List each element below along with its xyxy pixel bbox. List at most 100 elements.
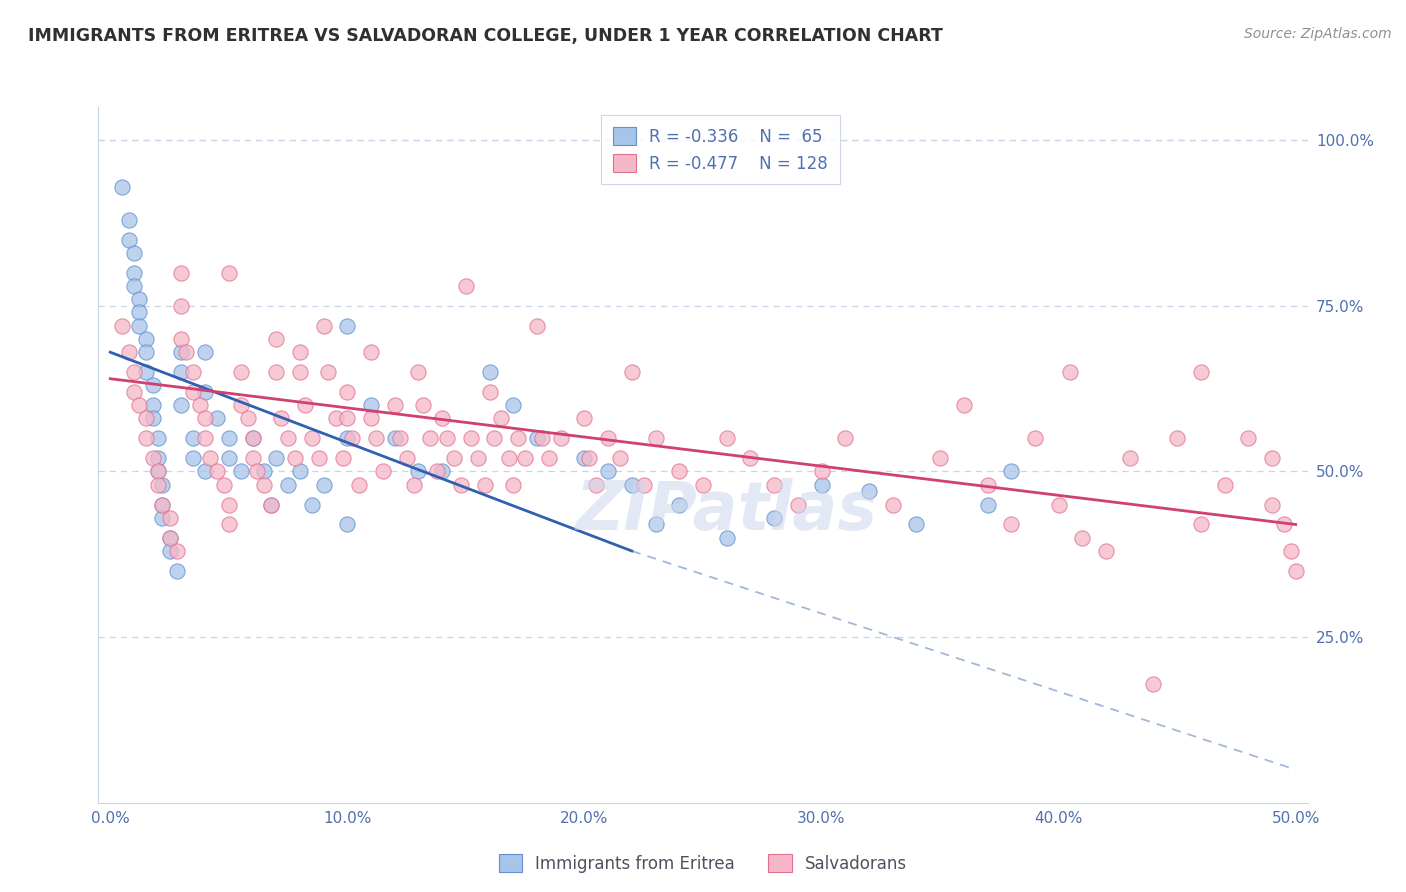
Point bbox=[194, 465, 217, 479]
Point bbox=[236, 411, 259, 425]
Point bbox=[336, 318, 359, 333]
Point bbox=[264, 365, 287, 379]
Point bbox=[159, 531, 181, 545]
Point bbox=[146, 465, 169, 479]
Point bbox=[229, 398, 252, 412]
Point bbox=[502, 477, 524, 491]
Point bbox=[347, 477, 370, 491]
Point bbox=[122, 245, 145, 260]
Point bbox=[474, 477, 496, 491]
Point bbox=[288, 365, 311, 379]
Point bbox=[498, 451, 520, 466]
Point bbox=[270, 411, 292, 425]
Point bbox=[242, 451, 264, 466]
Point bbox=[118, 233, 141, 247]
Point bbox=[550, 431, 572, 445]
Point bbox=[1119, 451, 1142, 466]
Point bbox=[810, 477, 832, 491]
Point bbox=[170, 266, 193, 280]
Point bbox=[152, 498, 174, 512]
Point bbox=[929, 451, 952, 466]
Point bbox=[152, 477, 174, 491]
Point bbox=[976, 498, 998, 512]
Point bbox=[288, 345, 311, 359]
Point bbox=[229, 365, 252, 379]
Point bbox=[181, 384, 204, 399]
Point bbox=[578, 451, 600, 466]
Point bbox=[122, 365, 145, 379]
Point bbox=[118, 212, 141, 227]
Point bbox=[301, 498, 323, 512]
Point bbox=[419, 431, 441, 445]
Point bbox=[454, 279, 477, 293]
Point bbox=[246, 465, 269, 479]
Point bbox=[218, 517, 240, 532]
Point bbox=[190, 398, 212, 412]
Point bbox=[467, 451, 489, 466]
Point bbox=[384, 431, 406, 445]
Point bbox=[450, 477, 472, 491]
Point bbox=[135, 345, 157, 359]
Point bbox=[170, 398, 193, 412]
Point bbox=[1000, 517, 1022, 532]
Point bbox=[716, 431, 738, 445]
Point bbox=[205, 411, 228, 425]
Point bbox=[574, 451, 596, 466]
Point bbox=[692, 477, 714, 491]
Point bbox=[218, 498, 240, 512]
Point bbox=[620, 477, 643, 491]
Point bbox=[515, 451, 537, 466]
Point bbox=[142, 398, 165, 412]
Point bbox=[436, 431, 458, 445]
Point bbox=[360, 411, 382, 425]
Point bbox=[1024, 431, 1046, 445]
Point bbox=[146, 451, 169, 466]
Point bbox=[530, 431, 553, 445]
Point bbox=[170, 365, 193, 379]
Point bbox=[312, 477, 335, 491]
Point bbox=[174, 345, 197, 359]
Point bbox=[609, 451, 631, 466]
Point bbox=[301, 431, 323, 445]
Point bbox=[284, 451, 307, 466]
Point bbox=[128, 398, 150, 412]
Point bbox=[146, 431, 169, 445]
Point bbox=[142, 411, 165, 425]
Point bbox=[478, 365, 501, 379]
Point bbox=[194, 345, 217, 359]
Point bbox=[294, 398, 316, 412]
Point bbox=[170, 299, 193, 313]
Point bbox=[152, 498, 174, 512]
Point bbox=[763, 511, 786, 525]
Point bbox=[882, 498, 904, 512]
Point bbox=[432, 411, 454, 425]
Point bbox=[194, 411, 217, 425]
Point bbox=[170, 332, 193, 346]
Point bbox=[288, 465, 311, 479]
Point bbox=[260, 498, 283, 512]
Point bbox=[408, 365, 430, 379]
Point bbox=[395, 451, 418, 466]
Point bbox=[484, 431, 506, 445]
Point bbox=[644, 517, 666, 532]
Point bbox=[264, 451, 287, 466]
Point bbox=[526, 318, 548, 333]
Point bbox=[111, 318, 134, 333]
Text: IMMIGRANTS FROM ERITREA VS SALVADORAN COLLEGE, UNDER 1 YEAR CORRELATION CHART: IMMIGRANTS FROM ERITREA VS SALVADORAN CO… bbox=[28, 27, 943, 45]
Point bbox=[1279, 544, 1302, 558]
Point bbox=[135, 332, 157, 346]
Point bbox=[763, 477, 786, 491]
Point bbox=[277, 477, 299, 491]
Point bbox=[336, 411, 359, 425]
Point bbox=[598, 431, 620, 445]
Point bbox=[264, 332, 287, 346]
Point bbox=[834, 431, 856, 445]
Point bbox=[242, 431, 264, 445]
Point bbox=[1047, 498, 1070, 512]
Point bbox=[1261, 498, 1284, 512]
Point bbox=[506, 431, 529, 445]
Point bbox=[146, 477, 169, 491]
Point bbox=[1071, 531, 1094, 545]
Point bbox=[633, 477, 655, 491]
Point bbox=[858, 484, 880, 499]
